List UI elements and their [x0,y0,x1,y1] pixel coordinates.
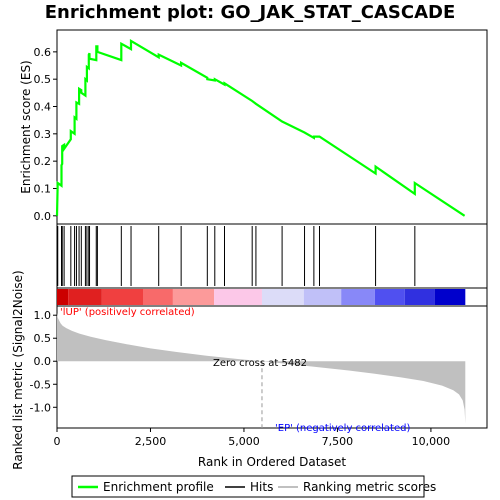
x-tick-label: 5,000 [228,435,260,448]
legend-enrichment-label: Enrichment profile [103,480,214,494]
x-axis-ticks: 0 2,500 5,000 7,500 10,000 [54,428,451,448]
es-y-ticks: 0.0 0.1 0.2 0.3 0.4 0.5 0.6 [34,46,57,223]
es-y-tick-label: 0.5 [34,73,52,86]
es-y-tick-label: 0.1 [34,182,52,195]
plot-title: Enrichment plot: GO_JAK_STAT_CASCADE [45,2,456,23]
metric-y-ticks: 1.0 0.5 0.0 -0.5 -1.0 [30,309,57,414]
ranking-metric-area [57,312,466,424]
heat-bar-segments [57,289,466,305]
legend: Enrichment profile Hits Ranking metric s… [71,475,436,498]
x-tick-label: 2,500 [135,435,167,448]
heat-bar-segment [374,289,405,305]
es-y-tick-label: 0.3 [34,128,52,141]
heat-bar-segment [341,289,375,305]
positive-correlation-label: 'lUP' (positively correlated) [60,307,195,318]
hits-panel [56,223,488,289]
heat-bar-segment [143,289,173,305]
heat-bar-segment [214,289,262,305]
heat-bar-segment [404,289,435,305]
heat-bar-segment [101,289,143,305]
legend-box [71,475,425,498]
enrichment-profile-line [55,38,466,217]
es-y-axis-title: Enrichment score (ES) [19,60,33,193]
metric-y-tick-label: -1.0 [30,401,51,414]
metric-y-tick-label: 0.0 [34,355,52,368]
es-y-tick-label: 0.4 [34,101,52,114]
metric-y-axis-title: Ranked list metric (Signal2Noise) [11,270,25,469]
zero-cross-label: Zero cross at 5482 [213,358,307,369]
metric-y-tick-label: 0.5 [34,332,52,345]
es-y-tick-label: 0.6 [34,46,52,59]
x-tick-label: 0 [54,435,61,448]
heat-bar-segment [172,289,215,305]
metric-panel: 1.0 0.5 0.0 -0.5 -1.0 Zero cross at 5482 'lU… [11,270,488,470]
heat-bar-segment [261,289,304,305]
legend-metric-label: Ranking metric scores [303,480,436,494]
negative-correlation-label: 'EP' (negatively correlated) [275,423,410,434]
enrichment-panel: 0.0 0.1 0.2 0.3 0.4 0.5 0.6 Enrichment score (… [19,29,488,225]
metric-y-tick-label: 1.0 [34,309,52,322]
x-tick-label: 10,000 [412,435,451,448]
heat-bar-segment [68,289,102,305]
heat-bar-segment [434,289,466,305]
x-tick-label: 7,500 [322,435,354,448]
metric-y-tick-label: -0.5 [30,378,51,391]
hit-marks [57,226,416,286]
heat-bar-segment [57,289,69,305]
x-axis-title: Rank in Ordered Dataset [198,455,346,469]
heat-bar-panel [56,287,488,307]
legend-hits-label: Hits [250,480,273,494]
heat-bar-segment [303,289,342,305]
es-y-tick-label: 0.0 [34,210,52,223]
es-y-tick-label: 0.2 [34,155,52,168]
